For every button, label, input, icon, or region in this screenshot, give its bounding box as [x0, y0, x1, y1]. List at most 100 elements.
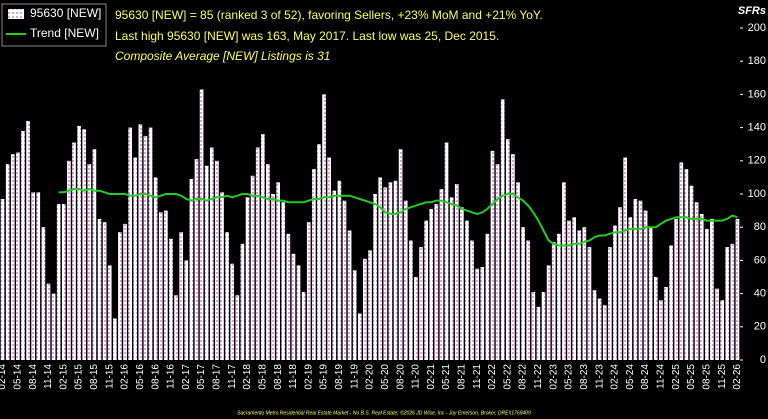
y-tick-label: 200: [748, 22, 766, 34]
x-tick-label: 02-20: [365, 364, 376, 390]
bar: [490, 150, 495, 360]
legend-label: Trend [NEW]: [30, 26, 99, 40]
bar: [495, 164, 500, 360]
bar: [230, 263, 235, 360]
bar: [505, 139, 510, 360]
bar: [735, 218, 740, 360]
x-tick-label: 11-22: [533, 364, 544, 389]
bar: [684, 169, 689, 360]
legend: 95630 [NEW] Trend [NEW]: [1, 3, 107, 47]
x-tick-label: 05-24: [625, 364, 636, 390]
bar: [56, 203, 61, 360]
bar: [194, 159, 199, 360]
bar: [725, 247, 730, 360]
bar: [347, 230, 352, 360]
bar: [322, 94, 326, 361]
bar: [26, 120, 30, 361]
x-tick-label: 08-23: [579, 364, 590, 390]
x-tick-label: 08-22: [518, 364, 529, 390]
bar: [189, 179, 194, 360]
bar: [648, 227, 653, 360]
bar: [312, 169, 316, 360]
bar: [87, 164, 92, 360]
bar: [271, 194, 275, 360]
bar: [317, 144, 321, 360]
bar: [465, 220, 469, 360]
x-tick-label: 11-18: [288, 364, 299, 389]
bar: [16, 152, 20, 360]
bar: [209, 147, 214, 360]
x-tick-label: 08-15: [89, 364, 100, 390]
bar: [434, 203, 439, 360]
y-tick-label: 140: [748, 122, 766, 134]
x-tick-label: 08-24: [640, 364, 651, 390]
bar: [286, 233, 291, 360]
bar: [674, 218, 679, 360]
bar: [623, 157, 628, 360]
x-tick-label: 02-23: [548, 364, 559, 390]
bar: [276, 182, 280, 360]
y-tick-label: 180: [748, 55, 766, 67]
x-tick-label: 05-14: [13, 364, 24, 390]
x-tick-label: 02-16: [120, 364, 131, 390]
plot-area: [0, 89, 740, 361]
bar: [454, 184, 459, 360]
bar: [61, 203, 66, 360]
x-tick-label: 11-17: [227, 364, 238, 389]
bar: [638, 200, 643, 360]
bar: [31, 192, 36, 360]
bar: [123, 223, 127, 360]
bar: [414, 277, 418, 360]
legend-label: 95630 [NEW]: [30, 6, 101, 20]
bar: [82, 129, 87, 360]
bar: [363, 258, 367, 360]
x-tick-label: 02-15: [58, 364, 69, 390]
bar: [240, 243, 245, 360]
bar: [608, 247, 612, 360]
bar: [720, 300, 724, 360]
bar: [235, 295, 240, 360]
bar: [633, 198, 638, 360]
bar: [429, 208, 434, 360]
bar: [424, 220, 428, 360]
bar: [679, 162, 684, 360]
bar: [730, 243, 735, 360]
x-tick-label: 08-17: [212, 364, 223, 390]
bar: [393, 180, 398, 360]
bar: [46, 283, 51, 360]
x-tick-label: 08-19: [334, 364, 345, 390]
x-tick-label: 11-24: [656, 364, 667, 389]
bar: [403, 200, 408, 360]
bar: [398, 149, 403, 360]
x-tick-label: 02-21: [426, 364, 437, 390]
bar: [306, 222, 311, 360]
x-tick-label: 11-16: [166, 364, 177, 389]
bar: [664, 286, 668, 360]
footer: Sacramento Metro Residential Real Estate…: [237, 409, 531, 416]
bar: [97, 218, 102, 360]
bar: [204, 165, 209, 360]
bar: [10, 154, 15, 360]
bar: [0, 198, 5, 360]
x-tick-label: 08-25: [701, 364, 712, 390]
bar: [704, 228, 709, 360]
bar: [281, 202, 286, 360]
x-tick-label: 02-24: [610, 364, 621, 390]
bar: [577, 230, 582, 360]
bar: [475, 268, 480, 360]
bar: [225, 232, 229, 360]
bar: [562, 182, 566, 360]
bar: [521, 227, 525, 360]
bar: [133, 157, 138, 360]
bar: [602, 305, 607, 360]
x-tick-label: 05-15: [74, 364, 85, 390]
x-tick-label: 05-20: [380, 364, 391, 390]
bar: [77, 125, 81, 360]
y-axis-label: SFRs: [738, 5, 766, 17]
x-tick-label: 05-23: [564, 364, 575, 390]
y-tick-label: 40: [754, 288, 766, 300]
bar: [613, 225, 617, 360]
bar: [373, 194, 377, 360]
bar: [291, 253, 296, 360]
